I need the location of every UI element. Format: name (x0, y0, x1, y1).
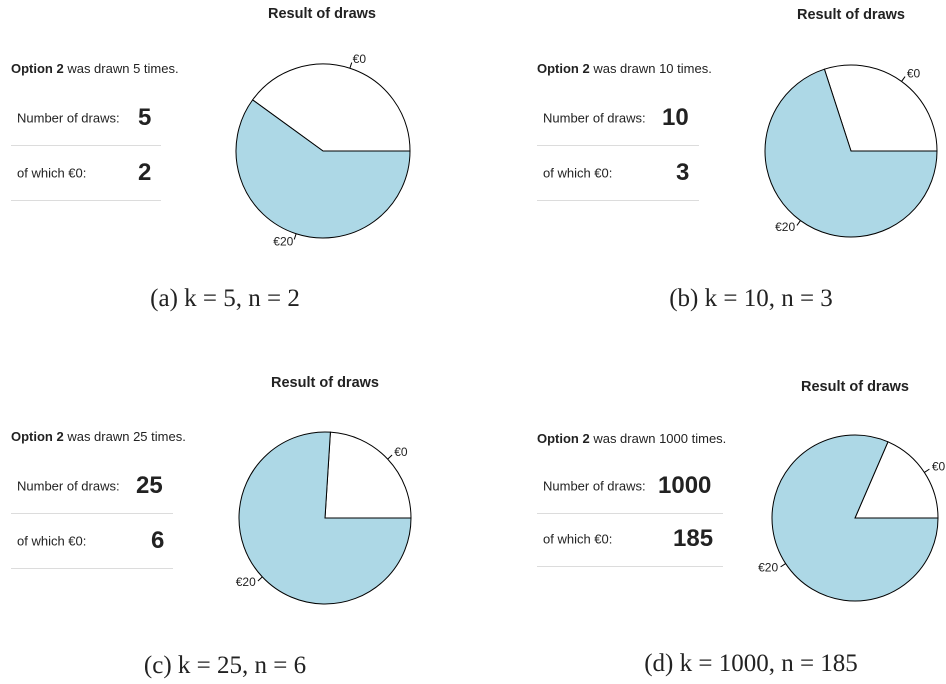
pie-chart: €0 €20 (235, 52, 411, 248)
zero-row: of which €0: 6 (11, 514, 173, 569)
draws-row: Number of draws: 5 (11, 91, 161, 146)
caption: (d) k = 1000, n = 185 (644, 650, 858, 677)
zero-value: 3 (676, 159, 690, 186)
pie-slice-0 (854, 441, 939, 519)
headline-option: Option 2 (537, 431, 590, 446)
chart-title: Result of draws (271, 375, 379, 391)
zero-row: of which €0: 185 (537, 512, 723, 567)
headline-option: Option 2 (11, 61, 64, 76)
pie-slice-0 (251, 63, 411, 152)
headline-text: was drawn 25 times. (63, 429, 186, 444)
pie-label-0: €0 (907, 66, 921, 80)
draws-row: Number of draws: 1000 (537, 459, 723, 514)
pie-label-1: €20 (775, 220, 795, 234)
caption: (c) k = 25, n = 6 (143, 652, 307, 679)
headline-option: Option 2 (11, 429, 64, 444)
pie-label-tick-1 (796, 220, 801, 226)
zero-label: of which €0: (543, 531, 613, 547)
pie-slice-0 (823, 64, 938, 152)
pie-slice-1 (764, 68, 938, 238)
chart-title: Result of draws (268, 6, 376, 22)
draws-label: Number of draws: (17, 478, 120, 494)
headline: Option 2 was drawn 1000 times. (537, 431, 726, 446)
headline: Option 2 was drawn 5 times. (11, 61, 179, 76)
zero-value: 2 (138, 159, 152, 186)
draws-label: Number of draws: (543, 110, 646, 126)
draws-value: 25 (136, 472, 163, 499)
pie-chart: €0 €20 (764, 64, 938, 238)
headline: Option 2 was drawn 10 times. (537, 61, 712, 76)
pie-label-tick-0 (924, 468, 930, 473)
draws-row: Number of draws: 10 (537, 91, 699, 146)
pie-label-1: €20 (758, 561, 778, 575)
pie-label-1: €20 (236, 575, 256, 589)
pie-slice-1 (235, 99, 411, 239)
draws-label: Number of draws: (543, 478, 646, 494)
zero-label: of which €0: (543, 165, 613, 181)
headline-option: Option 2 (537, 61, 590, 76)
caption: (a) k = 5, n = 2 (150, 285, 300, 312)
zero-label: of which €0: (17, 533, 87, 549)
pie-label-tick-0 (349, 62, 353, 69)
pie-label-tick-1 (780, 563, 786, 568)
headline-text: was drawn 1000 times. (589, 431, 727, 446)
headline-text: was drawn 10 times. (589, 61, 712, 76)
pie-chart: €0 €20 (758, 434, 946, 602)
zero-value: 185 (673, 525, 714, 552)
pie-label-tick-1 (293, 233, 297, 240)
headline-text: was drawn 5 times. (63, 61, 179, 76)
pie-label-1: €20 (273, 234, 293, 248)
pie-label-0: €0 (932, 460, 946, 474)
zero-label: of which €0: (17, 165, 87, 181)
chart-title: Result of draws (797, 7, 905, 23)
draws-value: 1000 (658, 472, 712, 499)
draws-row: Number of draws: 25 (11, 459, 173, 514)
pie-label-tick-0 (901, 76, 906, 82)
draws-value: 10 (662, 104, 689, 131)
draws-value: 5 (138, 104, 152, 131)
draws-label: Number of draws: (17, 110, 120, 126)
pie-label-tick-1 (257, 576, 263, 582)
pie-slice-0 (324, 431, 412, 519)
pie-chart: €0 €20 (236, 431, 412, 605)
headline: Option 2 was drawn 25 times. (11, 429, 186, 444)
pie-label-0: €0 (394, 445, 408, 459)
chart-title: Result of draws (801, 379, 909, 395)
pie-label-0: €0 (353, 52, 367, 66)
pie-label-tick-0 (387, 454, 393, 460)
caption: (b) k = 10, n = 3 (669, 285, 833, 312)
zero-value: 6 (151, 527, 165, 554)
zero-row: of which €0: 2 (11, 146, 161, 201)
zero-row: of which €0: 3 (537, 146, 699, 201)
